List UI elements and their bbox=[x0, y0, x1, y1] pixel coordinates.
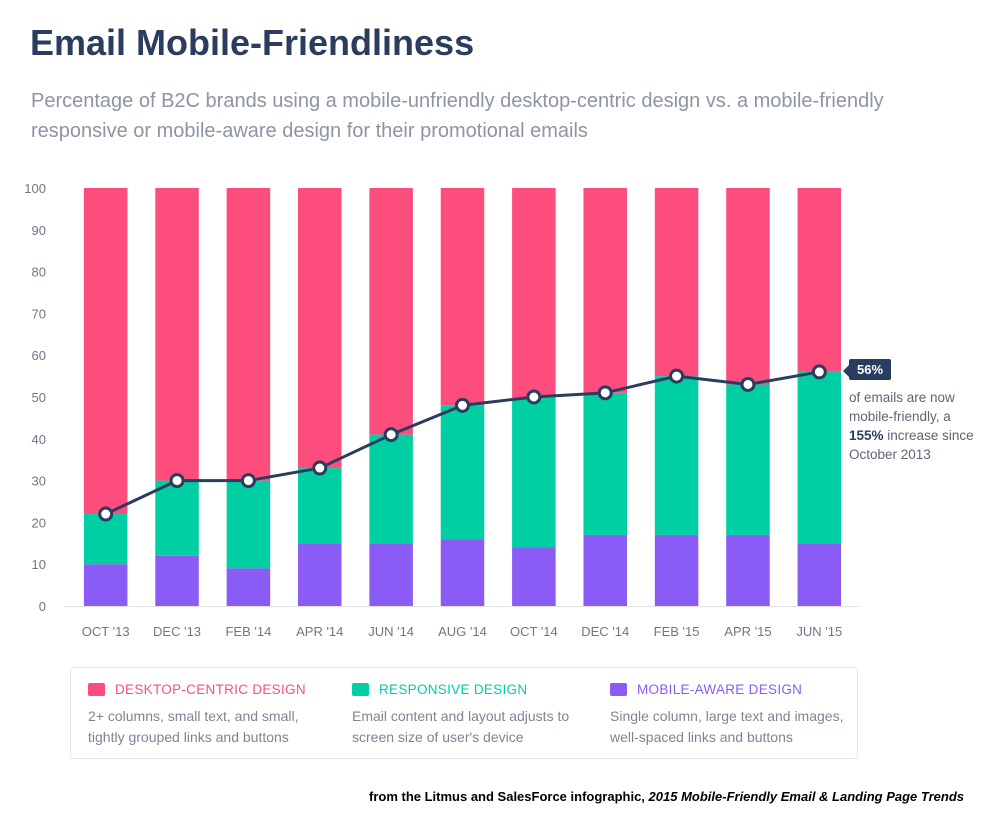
chart-subtitle: Percentage of B2C brands using a mobile-… bbox=[31, 90, 884, 142]
callout-text-after: increase since October 2013 bbox=[849, 428, 974, 462]
callout-text: of emails are now mobile-friendly, a 155… bbox=[849, 388, 989, 464]
bar-desktop bbox=[369, 188, 413, 435]
bar-mobile-aware bbox=[369, 543, 413, 606]
x-tick-label: DEC '13 bbox=[153, 624, 201, 639]
legend-label-responsive: RESPONSIVE DESIGN bbox=[379, 682, 528, 697]
y-tick-label: 60 bbox=[32, 348, 46, 363]
bar-responsive bbox=[440, 405, 485, 540]
bar-mobile-aware bbox=[726, 534, 770, 606]
bar-mobile-aware bbox=[226, 568, 271, 606]
source-caption: from the Litmus and SalesForce infograph… bbox=[369, 789, 964, 804]
callout-badge: 56% bbox=[842, 359, 892, 380]
stacked-bar-chart: 0 10 20 30 40 50 60 70 80 90 100 OCT '13 DEC '13 FEB … bbox=[24, 181, 859, 639]
y-tick-label: 30 bbox=[32, 474, 46, 489]
x-tick-label: APR '15 bbox=[724, 624, 771, 639]
trend-point bbox=[312, 460, 328, 476]
bar-desktop bbox=[797, 188, 842, 372]
bar-desktop bbox=[298, 188, 342, 469]
y-tick-label: 0 bbox=[39, 599, 46, 614]
y-tick-label: 70 bbox=[32, 306, 46, 321]
bar-desktop bbox=[83, 188, 128, 515]
bar-responsive bbox=[797, 371, 842, 544]
legend-desc-responsive: Email content and layout adjusts to scre… bbox=[352, 708, 570, 745]
x-tick-label: APR '14 bbox=[296, 624, 343, 639]
trend-point bbox=[740, 376, 756, 392]
bar-mobile-aware bbox=[298, 543, 342, 606]
bar-desktop bbox=[654, 188, 699, 377]
x-tick-label: JUN '14 bbox=[368, 624, 414, 639]
bar-mobile-aware bbox=[512, 547, 556, 606]
x-tick-label: OCT '14 bbox=[510, 624, 558, 639]
legend-desc-desktop: 2+ columns, small text, and small, tight… bbox=[88, 708, 299, 745]
y-tick-label: 100 bbox=[24, 181, 46, 196]
x-tick-label: FEB '15 bbox=[654, 624, 700, 639]
trend-point bbox=[455, 397, 470, 413]
y-tick-label: 10 bbox=[32, 557, 46, 572]
bar-responsive bbox=[83, 514, 128, 565]
bar-responsive bbox=[369, 434, 413, 544]
callout-highlight: 155% bbox=[849, 428, 884, 443]
trend-point bbox=[811, 364, 827, 380]
callout: 56% of emails are now mobile-friendly, a… bbox=[842, 359, 989, 464]
x-tick-label: OCT '13 bbox=[82, 624, 130, 639]
legend-desc-mobile-aware: Single column, large text and images, we… bbox=[610, 708, 844, 745]
legend: DESKTOP-CENTRIC DESIGN 2+ columns, small… bbox=[70, 667, 858, 759]
x-tick-label: DEC '14 bbox=[581, 624, 629, 639]
x-tick-label: FEB '14 bbox=[225, 624, 271, 639]
y-tick-label: 20 bbox=[32, 515, 46, 530]
bar-mobile-aware bbox=[83, 564, 128, 606]
y-tick-label: 40 bbox=[32, 432, 46, 447]
bar-mobile-aware bbox=[797, 543, 842, 606]
bar-mobile-aware bbox=[440, 539, 485, 606]
bar-responsive bbox=[298, 468, 342, 544]
trend-point bbox=[669, 368, 685, 384]
trend-point bbox=[526, 389, 542, 405]
bar-responsive bbox=[654, 376, 699, 535]
bar-responsive bbox=[226, 480, 271, 569]
callout-text-before: of emails are now mobile-friendly, a bbox=[849, 390, 955, 424]
legend-item-responsive: RESPONSIVE DESIGN Email content and layo… bbox=[352, 682, 592, 748]
legend-label-mobile-aware: MOBILE-AWARE DESIGN bbox=[637, 682, 803, 697]
bar-mobile-aware bbox=[654, 534, 699, 606]
legend-swatch-responsive bbox=[352, 683, 369, 696]
legend-swatch-mobile-aware bbox=[610, 683, 627, 696]
x-tick-label: JUN '15 bbox=[796, 624, 842, 639]
source-title: 2015 Mobile-Friendly Email & Landing Pag… bbox=[648, 789, 964, 804]
legend-item-mobile-aware: MOBILE-AWARE DESIGN Single column, large… bbox=[610, 682, 850, 748]
bar-desktop bbox=[583, 188, 627, 393]
bar-desktop bbox=[512, 188, 556, 397]
legend-item-desktop: DESKTOP-CENTRIC DESIGN 2+ columns, small… bbox=[88, 682, 328, 748]
bar-desktop bbox=[226, 188, 271, 481]
trend-point bbox=[383, 427, 399, 443]
bar-mobile-aware bbox=[583, 534, 627, 606]
bar-mobile-aware bbox=[155, 555, 199, 606]
trend-point bbox=[98, 506, 114, 522]
legend-swatch-desktop bbox=[88, 683, 105, 696]
x-tick-label: AUG '14 bbox=[438, 624, 487, 639]
source-prefix: from the Litmus and SalesForce infograph… bbox=[368, 789, 645, 804]
bar-desktop bbox=[155, 188, 199, 481]
y-tick-label: 80 bbox=[32, 265, 46, 280]
bar-desktop bbox=[440, 188, 485, 406]
trend-point bbox=[597, 385, 613, 401]
trend-point bbox=[240, 473, 256, 489]
trend-point bbox=[169, 473, 185, 489]
y-tick-label: 90 bbox=[32, 223, 46, 238]
bar-responsive bbox=[512, 397, 556, 548]
bar-desktop bbox=[726, 188, 770, 385]
bar-responsive bbox=[583, 392, 627, 535]
legend-label-desktop: DESKTOP-CENTRIC DESIGN bbox=[115, 682, 306, 697]
chart-title: Email Mobile-Friendliness bbox=[30, 22, 475, 63]
y-tick-label: 50 bbox=[32, 390, 46, 405]
bar-responsive bbox=[726, 384, 770, 535]
bar-responsive bbox=[155, 480, 199, 556]
